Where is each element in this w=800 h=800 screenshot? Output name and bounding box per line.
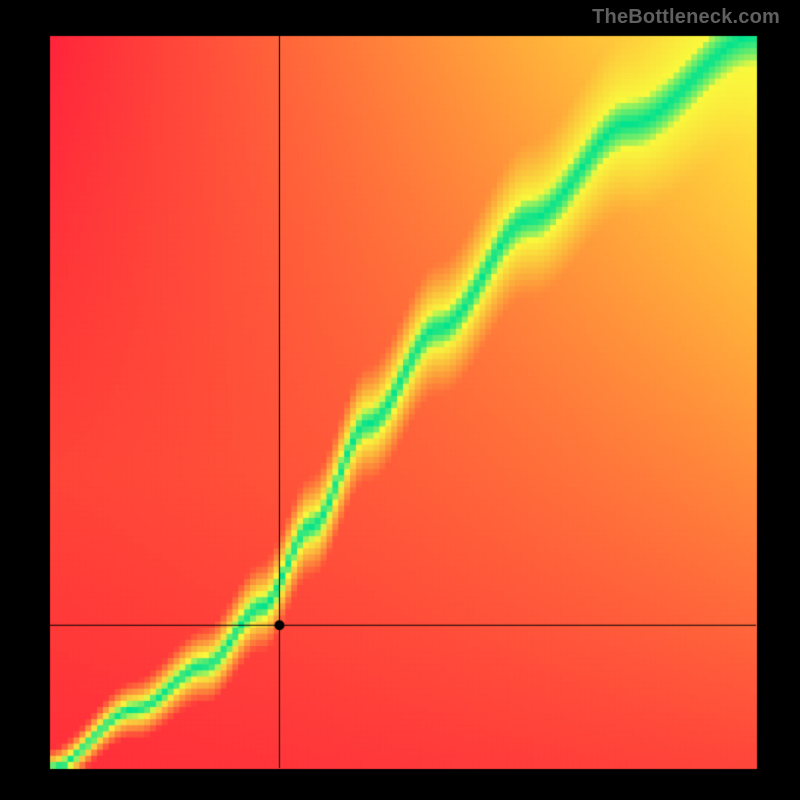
watermark-text: TheBottleneck.com	[592, 6, 780, 29]
heatmap-canvas	[0, 0, 800, 800]
chart-container: TheBottleneck.com	[0, 0, 800, 800]
